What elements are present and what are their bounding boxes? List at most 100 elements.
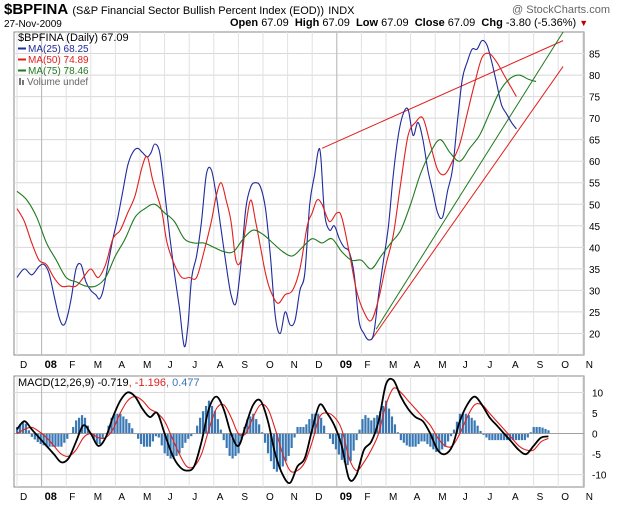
macd-histogram-bar: [488, 433, 491, 441]
macd-x-month-label: 09: [340, 491, 352, 503]
macd-y-tick-label: -5: [592, 450, 601, 461]
macd-histogram-bar: [128, 423, 131, 434]
macd-histogram-bar: [446, 433, 450, 442]
macd-histogram-bar: [163, 433, 166, 454]
price-y-tick-label: 40: [589, 243, 601, 254]
macd-histogram-bar: [287, 433, 290, 456]
macd-histogram-bar: [207, 400, 211, 434]
macd-histogram-bar: [402, 433, 405, 443]
macd-x-month-label: M: [389, 492, 397, 503]
macd-histogram-bar: [399, 433, 402, 441]
macd-y-tick-label: 5: [592, 409, 598, 420]
macd-histogram-bar: [27, 430, 31, 434]
macd-histogram-bar: [125, 419, 128, 434]
price-y-tick-label: 35: [589, 265, 601, 276]
macd-histogram-bar: [435, 433, 438, 452]
macd-histogram-bar: [514, 433, 518, 441]
macd-histogram-bar: [452, 429, 456, 434]
macd-histogram-bar: [390, 416, 394, 434]
price-x-month-label: J: [168, 360, 173, 371]
macd-histogram-bar: [116, 413, 119, 434]
macd-histogram-bar: [92, 433, 95, 439]
macd-histogram-bar: [196, 425, 199, 434]
price-plot-area: [16, 32, 564, 348]
price-x-month-label: J: [487, 360, 492, 371]
macd-histogram-bar: [355, 433, 358, 441]
macd-histogram-bar: [438, 433, 441, 452]
price-x-month-label: J: [192, 360, 197, 371]
macd-x-month-label: S: [537, 492, 544, 503]
macd-histogram-bar: [80, 415, 84, 434]
macd-histogram-bar: [503, 433, 506, 441]
macd-x-month-label: J: [168, 492, 173, 503]
price-x-month-label: S: [241, 360, 248, 371]
macd-histogram-bar: [72, 426, 75, 434]
macd-histogram-bar: [317, 413, 320, 434]
watermark: @ StockCharts.com: [512, 4, 610, 16]
macd-histogram-bar: [343, 433, 346, 463]
macd-histogram-bar: [98, 433, 101, 445]
macd-histogram-bar: [190, 433, 193, 437]
macd-histogram-bar: [328, 433, 332, 439]
macd-histogram-bar: [66, 433, 69, 439]
macd-histogram-bar: [393, 424, 397, 434]
macd-histogram-bar: [449, 433, 453, 437]
price-x-month-label: A: [414, 360, 421, 371]
macd-y-tick-label: -10: [592, 471, 607, 482]
macd-histogram-bar: [423, 433, 426, 442]
macd-histogram-bar: [296, 426, 299, 434]
macd-histogram-bar: [77, 417, 81, 434]
macd-histogram-bar: [414, 433, 417, 447]
price-y-tick-label: 30: [589, 286, 601, 297]
macd-x-month-label: O: [266, 492, 274, 503]
macd-histogram-bar: [320, 417, 323, 434]
macd-histogram-bar: [364, 415, 367, 434]
macd-histogram-bar: [16, 426, 19, 434]
macd-histogram-bar: [311, 413, 314, 434]
macd-histogram-bar: [187, 433, 190, 439]
macd-histogram-bar: [45, 433, 48, 447]
macd-histogram-bar: [110, 417, 113, 434]
price-x-month-label: M: [389, 360, 397, 371]
macd-histogram-bar: [36, 433, 39, 443]
series-line-ma75: [16, 74, 537, 288]
macd-x-month-label: D: [20, 492, 27, 503]
price-y-tick-label: 80: [589, 71, 601, 82]
series-line-ma25: [16, 39, 517, 348]
macd-histogram-bar: [237, 433, 240, 454]
macd-histogram-bar: [225, 433, 228, 449]
macd-histogram-bar: [385, 400, 388, 434]
macd-x-month-label: N: [586, 492, 593, 503]
price-x-month-label: O: [266, 360, 274, 371]
macd-histogram-bar: [467, 415, 470, 434]
macd-histogram-bar: [464, 413, 467, 434]
price-y-tick-label: 20: [589, 329, 601, 340]
price-y-tick-label: 60: [589, 157, 601, 168]
macd-histogram-bar: [213, 411, 216, 434]
macd-y-tick-label: 10: [592, 388, 604, 399]
macd-histogram-bar: [500, 433, 503, 441]
macd-histogram-bar: [411, 433, 414, 447]
macd-histogram-bar: [444, 433, 447, 447]
macd-histogram-bar: [119, 413, 122, 434]
symbol: $BPFINA: [4, 1, 69, 18]
price-x-month-label: S: [537, 360, 544, 371]
exchange: INDX: [328, 5, 355, 17]
macd-histogram-bar: [373, 417, 376, 434]
legend-volume: Volume undef: [27, 77, 88, 88]
macd-histogram-bar: [160, 433, 163, 446]
macd-histogram-bar: [346, 433, 349, 466]
macd-histogram-bar: [529, 432, 532, 434]
macd-line: [16, 377, 549, 485]
macd-plot-area: [14, 377, 584, 485]
macd-histogram-bar: [299, 426, 302, 434]
macd-histogram-bar: [54, 433, 57, 447]
macd-histogram-bar: [538, 426, 541, 434]
macd-histogram-bar: [255, 419, 258, 434]
macd-histogram-bar: [222, 433, 225, 441]
macd-histogram-bar: [379, 411, 382, 434]
macd-histogram-bar: [370, 420, 373, 434]
macd-histogram-bar: [420, 433, 423, 442]
